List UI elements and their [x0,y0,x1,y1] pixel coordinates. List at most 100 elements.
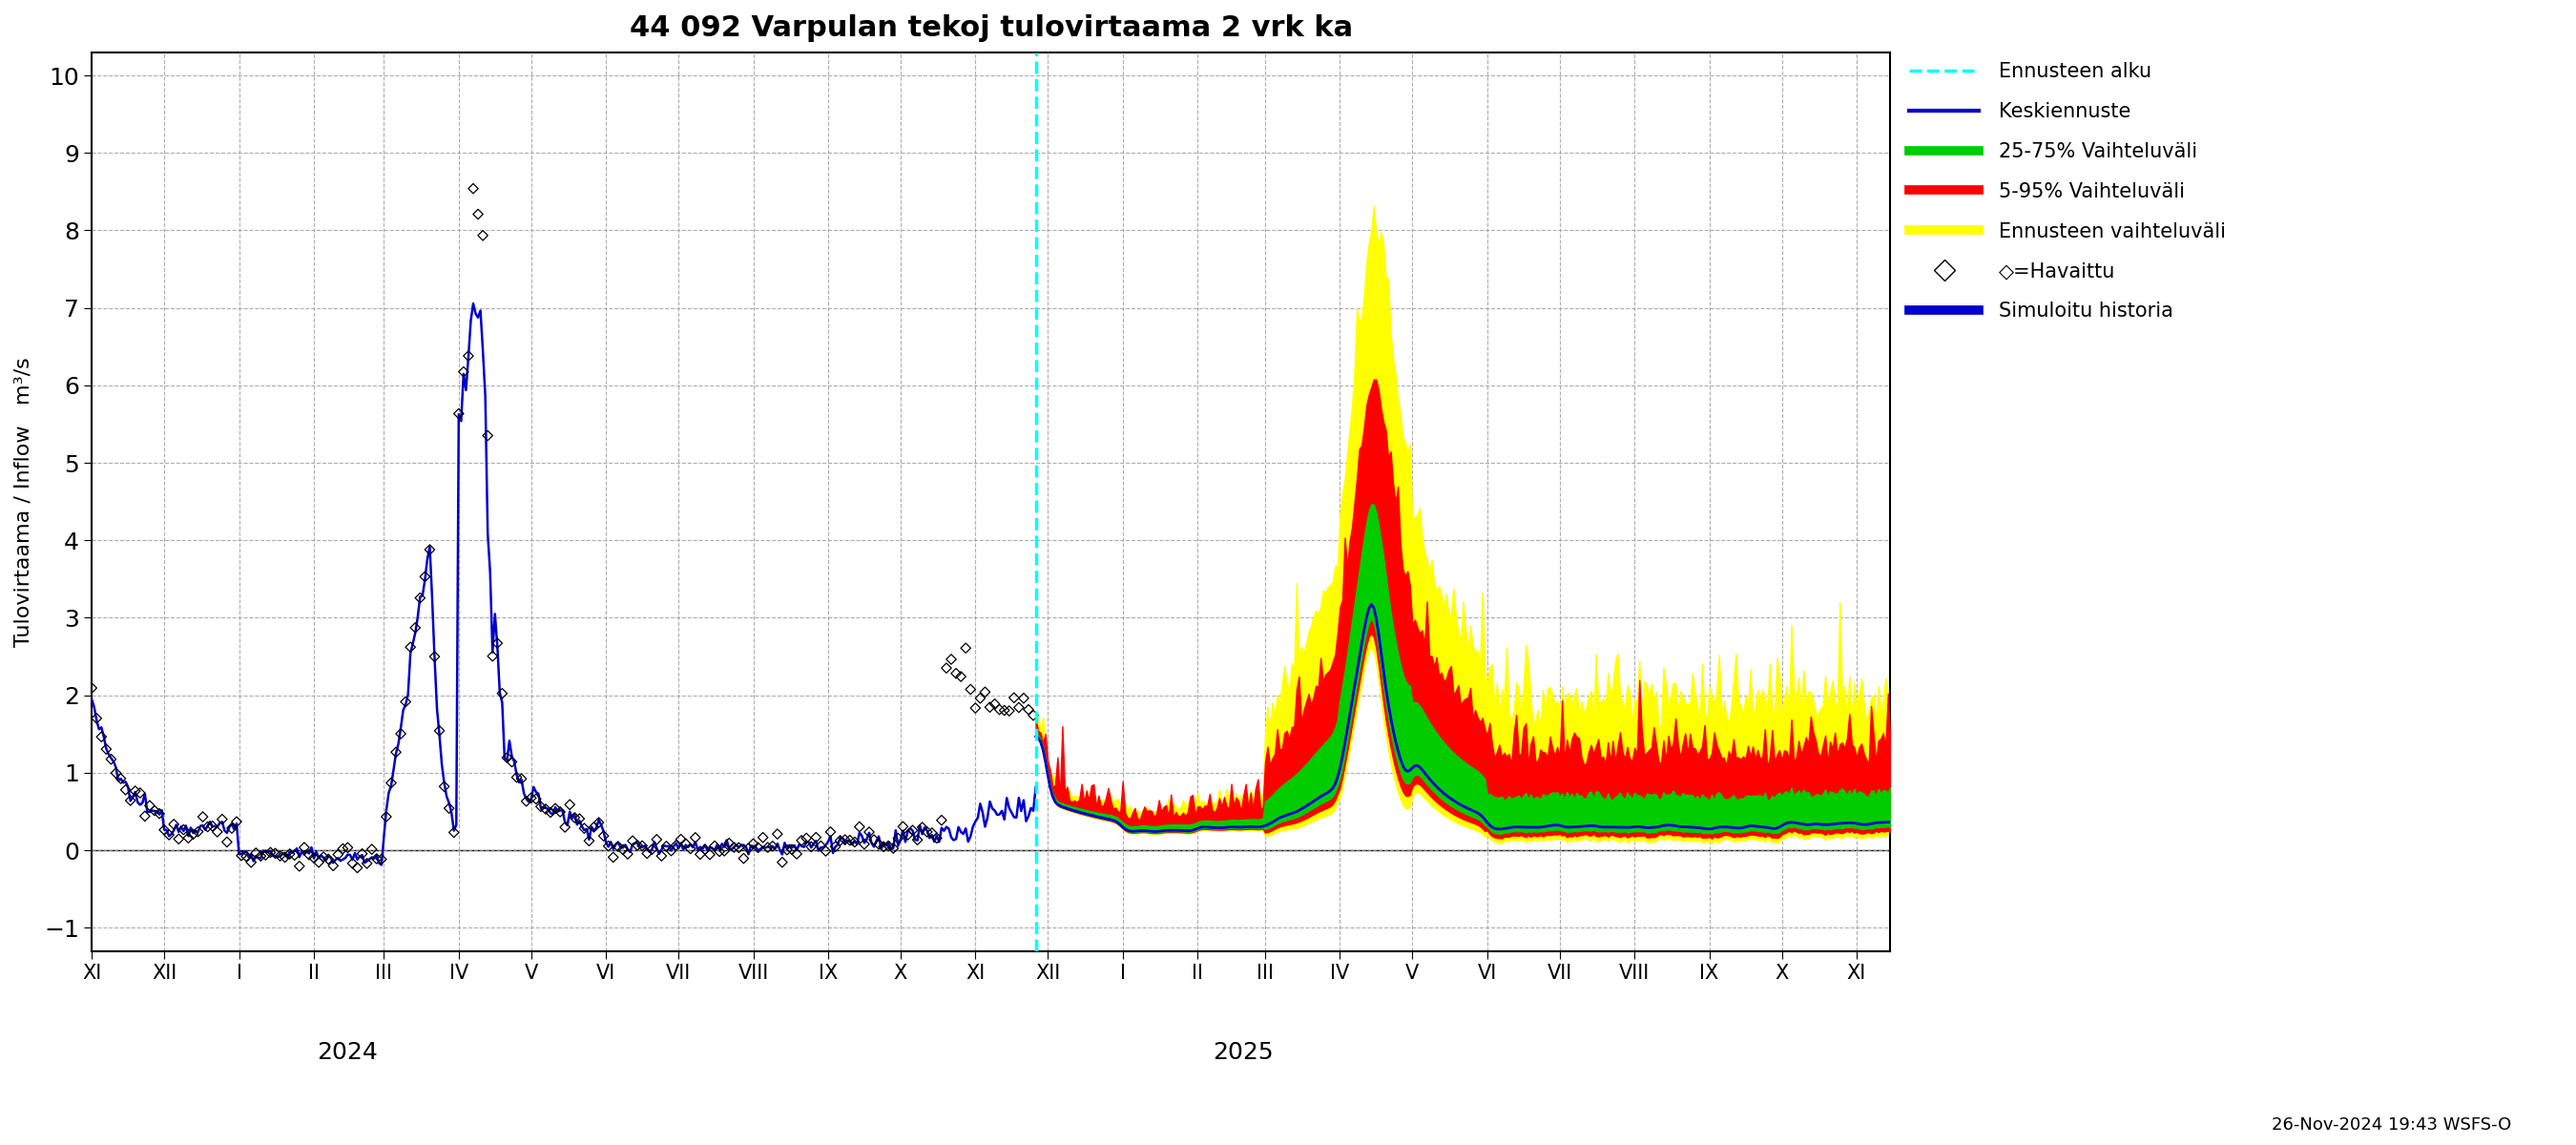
Point [742,828,783,846]
Point [216,813,258,831]
Point [515,790,556,808]
Point [178,822,219,840]
Point [786,829,827,847]
Point [922,811,963,829]
Point [536,799,577,818]
Point [979,701,1020,719]
Point [621,837,662,855]
Point [732,835,773,853]
Point [410,540,451,559]
Point [814,837,855,855]
Point [963,682,1005,701]
Point [327,838,368,856]
Point [111,791,152,810]
Point [886,826,927,844]
Point [863,837,904,855]
Point [835,832,876,851]
Point [188,818,229,836]
Point [461,227,502,245]
Point [582,827,623,845]
Point [75,709,116,727]
Point [227,847,268,866]
Point [693,837,734,855]
Point [891,821,933,839]
Point [752,837,793,855]
Point [564,819,605,837]
Point [840,818,881,836]
Title: 44 092 Varpulan tekoj tulovirtaama 2 vrk ka: 44 092 Varpulan tekoj tulovirtaama 2 vrk… [629,14,1352,42]
Point [376,743,417,761]
Text: 2024: 2024 [317,1041,379,1064]
Point [912,823,953,842]
Point [577,813,618,831]
Point [925,658,966,677]
Point [613,831,654,850]
Point [471,647,513,665]
Point [260,847,301,866]
Point [415,647,456,665]
Point [538,803,580,821]
Point [443,363,484,381]
Point [312,856,353,875]
Point [157,830,198,848]
Point [592,848,634,867]
Point [144,821,185,839]
Point [796,828,837,846]
Point [149,826,191,844]
Legend: Ennusteen alku, Keskiennuste, 25-75% Vaihteluväli, 5-95% Vaihteluväli, Ennusteen: Ennusteen alku, Keskiennuste, 25-75% Vai… [1909,62,2226,321]
Point [162,821,204,839]
Point [824,830,866,848]
Point [255,844,296,862]
Point [173,826,214,844]
Point [422,777,464,796]
Point [350,840,392,859]
Point [1007,701,1048,719]
Point [459,205,500,223]
Point [240,847,281,866]
Point [603,840,644,859]
Point [930,650,971,669]
Point [554,808,595,827]
Point [680,845,721,863]
Point [994,688,1036,706]
Point [487,749,528,767]
Y-axis label: Tulovirtaama / Inflow   m³/s: Tulovirtaama / Inflow m³/s [15,356,33,647]
Point [332,854,374,872]
Point [719,838,760,856]
Point [974,695,1015,713]
Point [559,810,600,828]
Point [574,818,616,836]
Point [361,850,402,868]
Point [549,796,590,814]
Point [708,834,750,852]
Point [283,838,325,856]
Point [598,837,639,855]
Point [183,807,224,826]
Point [100,769,142,788]
Point [902,819,943,837]
Point [317,845,358,863]
Point [631,840,672,859]
Point [381,725,422,743]
Point [394,618,435,637]
Point [917,829,958,847]
Point [729,839,770,858]
Point [1012,706,1054,725]
Point [956,698,997,717]
Point [940,668,981,686]
Point [433,823,474,842]
Point [90,750,131,768]
Point [201,811,242,829]
Point [191,816,232,835]
Point [245,846,286,864]
Point [500,769,541,788]
Point [770,840,811,859]
Point [737,838,778,856]
Point [129,797,170,815]
Point [95,764,137,782]
Point [757,824,799,843]
Point [675,829,716,847]
Point [505,792,546,811]
Point [510,789,551,807]
Point [526,800,567,819]
